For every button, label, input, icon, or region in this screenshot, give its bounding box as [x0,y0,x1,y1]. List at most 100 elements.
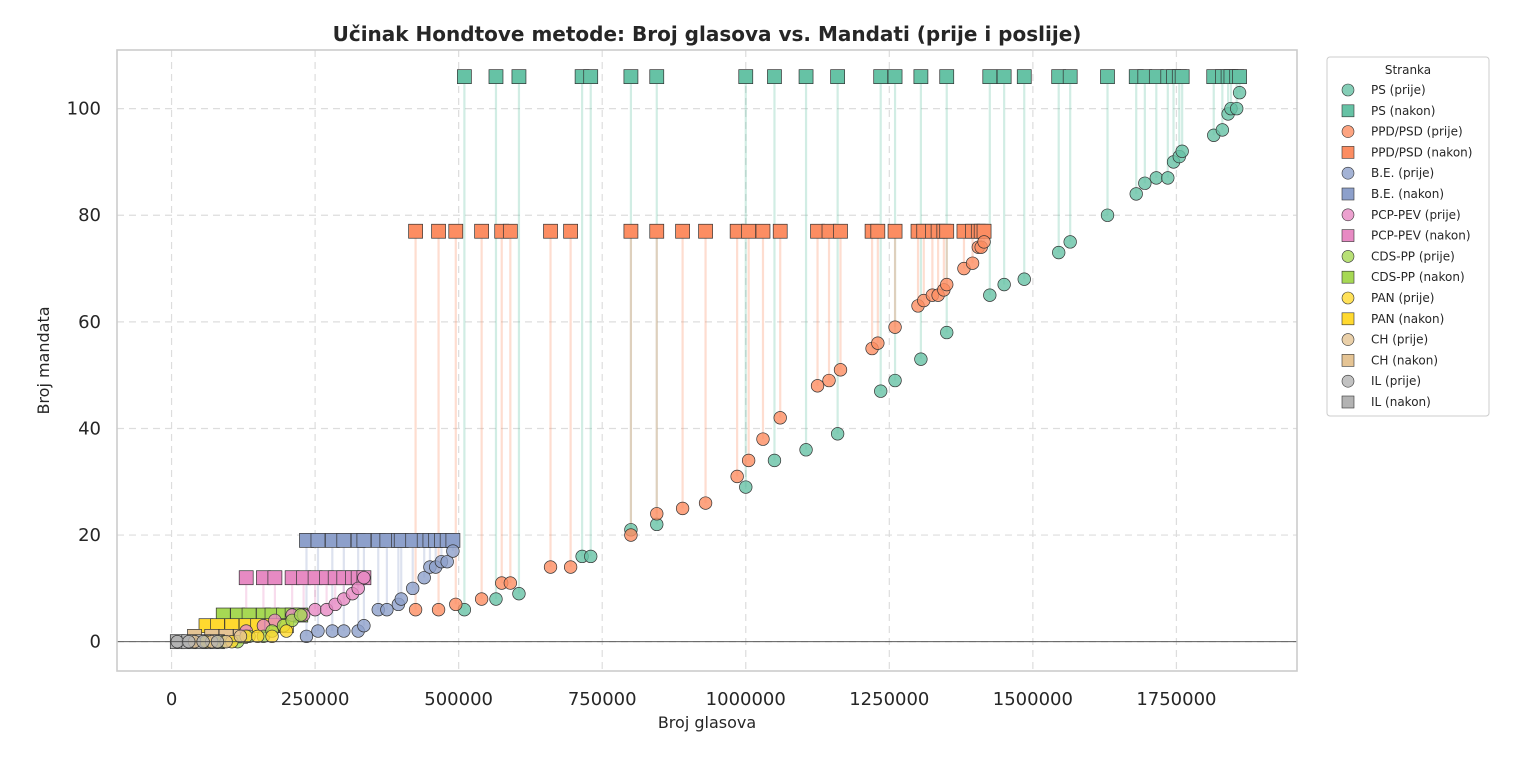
pcp-pev-after-marker [238,570,254,586]
ppd-psd-after-marker [698,223,713,239]
ppd-psd-before-marker [965,256,980,270]
ps-after-marker [1232,69,1247,85]
legend-label-pan-prije: PAN (prije) [1371,291,1434,305]
x-tick-label: 1750000 [1136,689,1216,710]
ppd-psd-before-marker [503,576,517,590]
ps-before-marker [767,453,782,468]
y-axis-label: Broj mandata [34,306,53,414]
y-tick-label: 60 [78,312,101,333]
ps-after-marker [1174,69,1190,85]
ppd-psd-after-marker [675,223,690,239]
ppd-psd-before-marker [756,432,770,446]
ppd-psd-before-marker [741,453,756,468]
b-e-before-marker [311,624,325,638]
ch-before-marker [233,629,248,644]
chart-title: Učinak Hondtove metode: Broj glasova vs.… [333,22,1082,46]
ps-before-marker [1232,85,1247,100]
ps-before-marker [1063,235,1077,249]
ps-before-marker [874,384,888,398]
ppd-psd-before-marker [833,363,848,377]
ps-before-marker [1175,144,1189,158]
b-e-before-marker [357,619,371,633]
ppd-psd-before-marker [675,501,690,516]
ps-before-marker [1129,187,1143,201]
b-e-before-marker [406,581,420,596]
legend: Stranka PS (prije) PS (nakon) PPD/PSD (pri… [1326,56,1490,417]
ppd-psd-after-marker [431,223,446,239]
ppd-psd-after-marker [474,223,489,239]
y-tick-label: 0 [90,632,101,653]
ppd-psd-after-marker [833,223,848,239]
x-tick-label: 1000000 [706,689,786,710]
b-e-after-marker [336,533,352,548]
legend-label-ch-prije: CH (prije) [1371,333,1428,347]
ps-before-marker [799,443,813,457]
ppd-psd-before-marker [431,603,446,617]
ppd-psd-after-marker [755,223,771,239]
ps-before-marker [983,288,997,302]
pan-before-marker [279,624,294,638]
legend-marker-il-nakon [1341,395,1355,409]
ppd-psd-after-marker [543,223,558,239]
plot-frame [116,49,1298,672]
ps-before-marker [1161,171,1175,185]
legend-marker-cds-pp-nakon [1341,270,1355,284]
ppd-psd-before-marker [543,560,558,574]
ps-before-marker [1138,176,1152,190]
pan-before-marker [251,629,265,644]
x-tick-label: 750000 [568,689,637,710]
ppd-psd-after-marker [649,223,665,239]
ps-before-marker [1230,101,1244,116]
legend-marker-ch-prije [1341,333,1355,346]
legend-label-b-e-prije: B.E. (prije) [1371,166,1434,180]
legend-marker-pan-prije [1341,291,1355,305]
pan-before-marker [265,629,279,644]
ppd-psd-after-marker [939,223,955,239]
legend-marker-cds-pp-prije [1341,250,1355,263]
y-tick-label: 40 [78,418,101,439]
legend-marker-il-prije [1341,374,1355,388]
ppd-psd-before-marker [871,336,885,350]
x-axis-label: Broj glasova [658,713,756,732]
legend-marker-ps-nakon [1341,104,1355,118]
ppd-psd-after-marker [502,223,518,239]
legend-label-b-e-nakon: B.E. (nakon) [1371,187,1444,201]
b-e-before-marker [440,555,454,569]
legend-label-pcp-pev-prije: PCP-PEV (prije) [1371,208,1461,222]
legend-marker-pcp-pev-nakon [1341,229,1355,242]
ps-before-marker [1100,208,1115,222]
ps-before-marker [512,587,526,601]
ps-before-marker [739,480,753,494]
legend-marker-b-e-prije [1341,166,1355,180]
ps-after-marker [873,69,889,85]
ps-after-marker [511,69,527,85]
ppd-psd-after-marker [408,223,423,239]
ppd-psd-after-marker [870,223,886,239]
ppd-psd-after-marker [448,223,464,239]
ps-after-marker [583,69,599,85]
pcp-pev-before-marker [357,571,371,585]
x-tick-label: 250000 [281,689,350,710]
ps-after-marker [982,69,998,85]
legend-label-il-nakon: IL (nakon) [1371,395,1431,409]
x-tick-label: 500000 [424,689,493,710]
legend-label-ppd-psd-prije: PPD/PSD (prije) [1371,125,1463,139]
ps-before-marker [888,373,902,388]
legend-marker-ps-prije [1341,83,1355,97]
ps-after-marker [830,69,845,85]
ppd-psd-before-marker [449,597,463,612]
before-markers-layer [170,85,1247,649]
legend-marker-ch-nakon [1341,354,1355,367]
ppd-psd-before-marker [888,320,902,334]
ppd-psd-before-marker [730,469,744,484]
legend-label-il-prije: IL (prije) [1371,374,1421,388]
legend-label-ppd-psd-nakon: PPD/PSD (nakon) [1371,145,1472,159]
legend-title: Stranka [1385,63,1431,77]
ppd-psd-after-marker [623,223,639,239]
ps-after-marker [996,69,1012,85]
ps-after-marker [767,69,782,85]
ps-before-marker [1052,245,1066,260]
x-tick-labels: 0 250000 500000 750000 1000000 1250000 1500000… [166,689,1217,710]
b-e-after-marker [356,533,372,548]
